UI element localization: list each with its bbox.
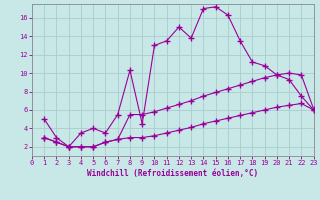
- X-axis label: Windchill (Refroidissement éolien,°C): Windchill (Refroidissement éolien,°C): [87, 169, 258, 178]
